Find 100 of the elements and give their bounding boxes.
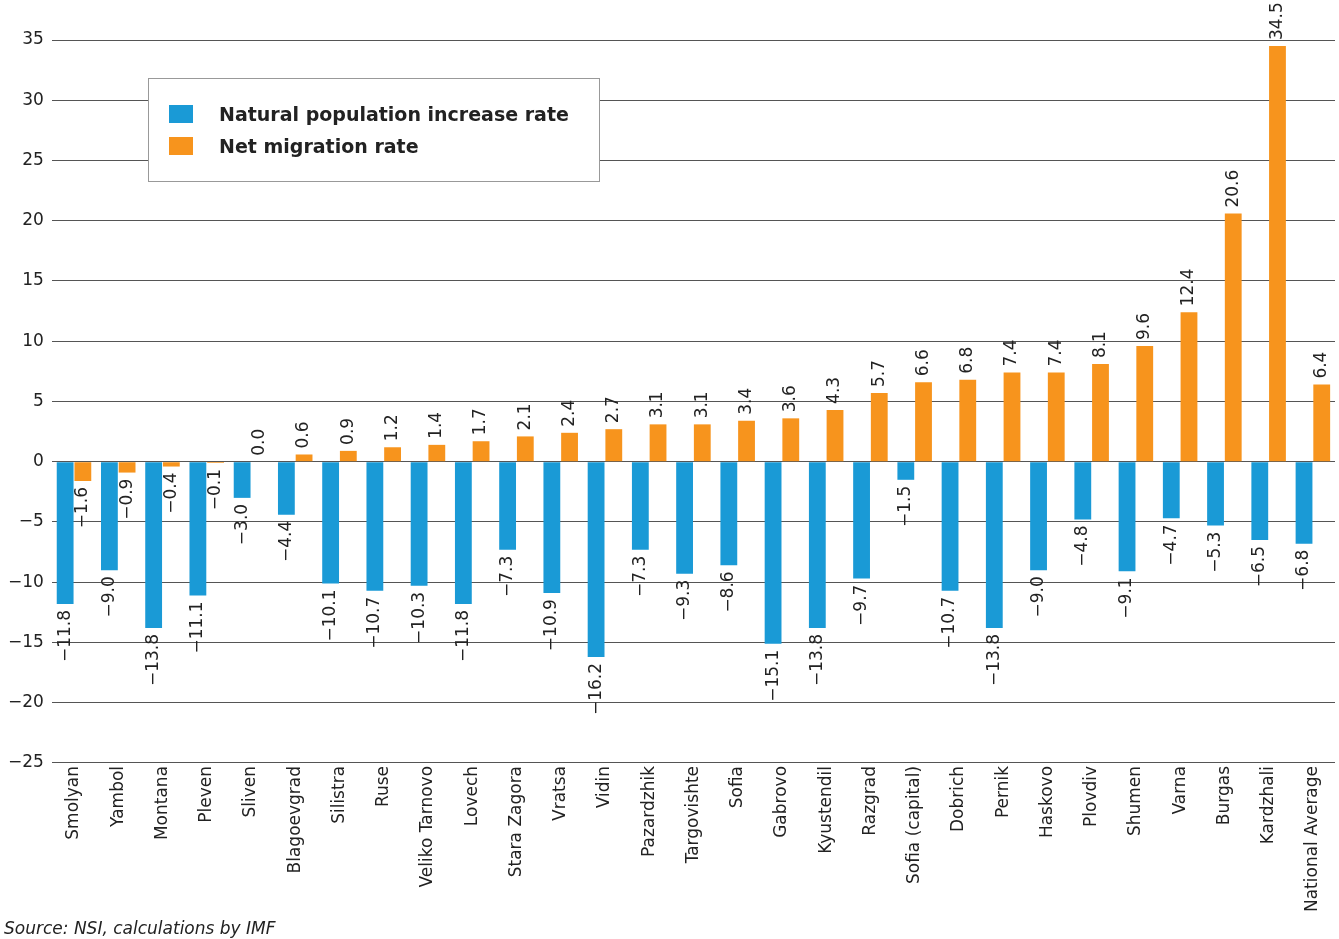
bar [189, 462, 207, 596]
data-label: 4.3 [823, 376, 844, 404]
bar [897, 462, 915, 480]
y-tick-label: −15 [7, 630, 44, 651]
bar [1030, 462, 1047, 571]
bar [277, 462, 295, 515]
data-label: −10.1 [319, 589, 340, 642]
x-tick-label: Gabrovo [770, 765, 791, 838]
x-tick-label: Kardzhali [1257, 765, 1278, 845]
y-tick-label: 10 [22, 329, 44, 350]
bar [605, 429, 623, 462]
source-note: Source: NSI, calculations by IMF [4, 918, 276, 938]
data-label: 3.1 [690, 391, 711, 419]
y-tick-label: 0 [33, 450, 44, 471]
data-label: 1.7 [469, 408, 490, 436]
bar [472, 441, 490, 462]
data-label: −0.4 [159, 472, 180, 514]
y-tick-label: −25 [7, 751, 44, 772]
bar [1269, 46, 1286, 462]
bar [384, 447, 401, 462]
bar [959, 379, 977, 462]
data-label: −10.7 [938, 596, 959, 649]
data-label: −10.9 [540, 599, 561, 652]
x-tick-label: Sofia (capital) [903, 765, 924, 885]
bar [985, 462, 1003, 628]
data-label: −8.6 [717, 571, 738, 613]
y-tick-label: −5 [18, 510, 44, 531]
x-tick-label: Smolyan [62, 765, 83, 840]
x-tick-label: Ruse [372, 765, 393, 808]
data-label: −15.1 [761, 649, 782, 702]
bar [1118, 462, 1136, 572]
bar [56, 462, 74, 604]
x-tick-label: Vratsa [549, 765, 570, 821]
bar [162, 462, 180, 467]
data-label: −1.6 [71, 487, 92, 529]
data-label: −9.7 [849, 584, 870, 626]
bar [339, 450, 357, 462]
bar [631, 462, 649, 550]
legend-label: Net migration rate [219, 135, 419, 157]
x-tick-label: Vidin [593, 765, 614, 809]
data-label: 0.9 [336, 417, 357, 445]
bar [516, 436, 534, 462]
bar [410, 462, 428, 586]
x-tick-label: Varna [1168, 765, 1189, 815]
bar [738, 420, 755, 462]
data-label: −9.3 [673, 579, 694, 622]
data-label: 1.4 [425, 411, 446, 439]
bar [941, 462, 959, 591]
data-label: 12.4 [1177, 268, 1198, 307]
x-tick-label: Sofia [726, 765, 747, 809]
data-label: 3.6 [779, 385, 800, 413]
data-label: −0.1 [204, 468, 225, 511]
bar [1003, 372, 1021, 462]
data-label: 2.7 [602, 396, 623, 424]
x-tick-label: Shumen [1124, 765, 1145, 837]
data-label: −6.5 [1248, 546, 1269, 588]
data-label: 7.4 [1044, 339, 1065, 367]
bar [428, 444, 446, 462]
data-label: 2.4 [557, 399, 578, 427]
data-label: 9.6 [1133, 313, 1154, 341]
data-label: −9.0 [1026, 576, 1047, 618]
bar [1251, 462, 1269, 541]
data-label: −6.8 [1292, 549, 1313, 591]
data-label: −11.8 [53, 609, 74, 663]
y-tick-label: 30 [22, 88, 44, 109]
x-tick-label: Burgas [1212, 765, 1233, 826]
data-label: −13.8 [982, 634, 1003, 687]
x-tick-label: Targovishte [681, 765, 702, 865]
y-tick-label: 35 [22, 28, 44, 49]
bar [1224, 213, 1242, 462]
x-tick-label: National Average [1301, 765, 1322, 913]
bar [693, 424, 711, 462]
bar [720, 462, 738, 566]
data-label: 3.4 [734, 387, 755, 415]
bar [295, 454, 313, 462]
legend-label: Natural population increase rate [219, 103, 569, 125]
x-tick-label: Dobrich [947, 765, 968, 833]
bar [649, 424, 667, 462]
data-label: −7.3 [628, 555, 649, 597]
x-tick-label: Lovech [460, 765, 481, 827]
x-tick-label: Kyustendil [814, 765, 835, 854]
data-label: 6.8 [956, 346, 977, 374]
data-label: 0.6 [292, 421, 313, 449]
data-label: −9.0 [97, 576, 118, 618]
x-tick-label: Plovdiv [1080, 765, 1101, 827]
bar [118, 462, 136, 473]
data-label: −3.0 [230, 503, 251, 546]
data-label: −1.5 [894, 485, 915, 528]
data-label: 8.1 [1088, 331, 1109, 359]
bar [100, 462, 118, 571]
bar [1092, 364, 1109, 462]
x-tick-label: Razgrad [858, 765, 879, 836]
y-tick-label: −20 [7, 691, 44, 712]
y-tick-label: −10 [7, 570, 44, 591]
data-label: −11.8 [451, 609, 472, 663]
bar [454, 462, 472, 604]
bar [808, 462, 826, 628]
bar [561, 432, 578, 462]
data-label: −4.7 [1159, 524, 1180, 566]
x-tick-label: Pernik [991, 765, 1012, 819]
